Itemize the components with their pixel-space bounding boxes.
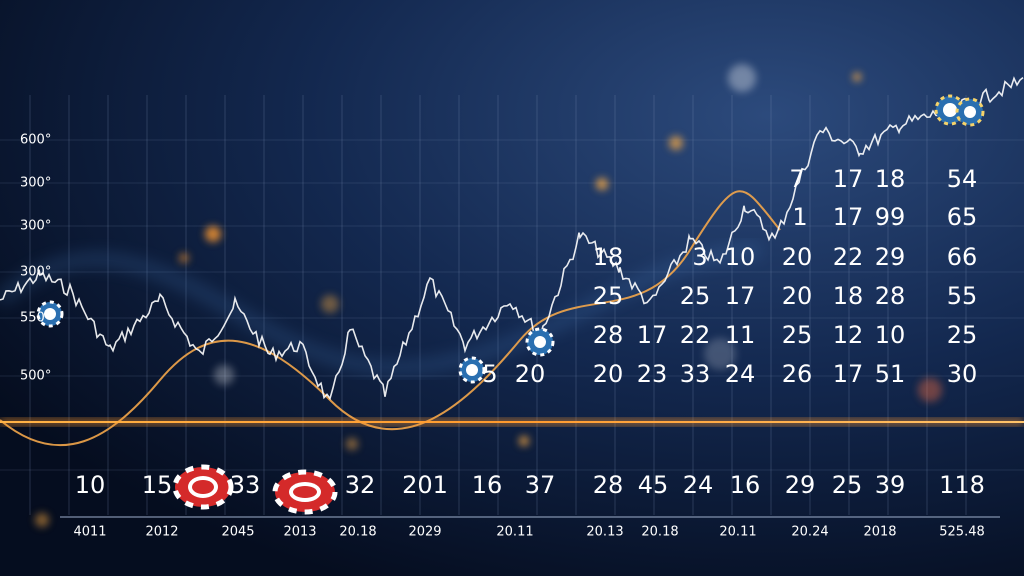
grid-number: 20: [515, 360, 546, 388]
bottom-number: 45: [638, 471, 669, 499]
grid-number: 99: [875, 203, 906, 231]
grid-number: 17: [637, 321, 668, 349]
grid-number: 25: [680, 282, 711, 310]
bottom-number: 28: [593, 471, 624, 499]
grid-number: 11: [725, 321, 756, 349]
grid-number: 25: [782, 321, 813, 349]
grid-number: 28: [593, 321, 624, 349]
grid-number: 22: [833, 243, 864, 271]
bottom-number: 16: [730, 471, 761, 499]
grid-number: 33: [680, 360, 711, 388]
x-axis-label: 525.48: [939, 525, 985, 540]
grid-number: 22: [680, 321, 711, 349]
bottom-number: 16: [472, 471, 503, 499]
x-axis-label: 20.18: [339, 525, 376, 540]
grid-number: 20: [593, 360, 624, 388]
y-axis-label: 300°: [20, 176, 51, 191]
bottom-number: 201: [402, 471, 448, 499]
bottom-number: 39: [875, 471, 906, 499]
grid-number: 10: [725, 243, 756, 271]
blue-wave: [0, 243, 761, 375]
grid-number: 10: [875, 321, 906, 349]
x-axis-label: 20.18: [641, 525, 678, 540]
grid-number: 3: [692, 243, 707, 271]
grid-number: 1: [792, 203, 807, 231]
grid-number: 26: [782, 360, 813, 388]
bottom-number: 33: [230, 471, 261, 499]
price-line: [0, 76, 1024, 401]
grid-number: 25: [593, 282, 624, 310]
grid-number: 20: [782, 282, 813, 310]
y-axis-label: 550°: [20, 311, 51, 326]
grid-number: 7: [789, 165, 804, 193]
bottom-number: 29: [785, 471, 816, 499]
grid-number: 55: [947, 282, 978, 310]
grid: [0, 95, 1024, 515]
labels: 600° 300° 300° 300° 550° 500° 7 17 18 54 1 17 99 65 18…: [20, 133, 985, 540]
x-axis-label: 4011: [73, 525, 106, 540]
grid-number: 30: [947, 360, 978, 388]
bottom-number: 15: [142, 471, 173, 499]
bottom-number: 32: [345, 471, 376, 499]
bottom-number: 25: [832, 471, 863, 499]
x-axis-label: 20.11: [719, 525, 756, 540]
grid-number: 23: [637, 360, 668, 388]
grid-number: 65: [947, 203, 978, 231]
grid-number: 18: [875, 165, 906, 193]
grid-number: 17: [725, 282, 756, 310]
grid-number: 20: [782, 243, 813, 271]
grid-number: 54: [947, 165, 978, 193]
x-axis-label: 2018: [863, 525, 896, 540]
y-axis-label: 300°: [20, 219, 51, 234]
grid-number: 24: [725, 360, 756, 388]
grid-number: 51: [875, 360, 906, 388]
grid-number: 5: [482, 360, 497, 388]
bottom-number: 37: [525, 471, 556, 499]
x-axis-label: 20.11: [496, 525, 533, 540]
grid-number: 17: [833, 360, 864, 388]
grid-number: 29: [875, 243, 906, 271]
x-axis-label: 2013: [283, 525, 316, 540]
bottom-number: 10: [75, 471, 106, 499]
glow-line: [0, 421, 1024, 423]
grid-number: 12: [833, 321, 864, 349]
x-axis-label: 2012: [145, 525, 178, 540]
x-axis-label: 2029: [408, 525, 441, 540]
grid-number: 17: [833, 165, 864, 193]
y-axis-label: 500°: [20, 369, 51, 384]
bottom-number: 24: [683, 471, 714, 499]
bottom-number: 118: [939, 471, 985, 499]
x-axis-label: 20.24: [791, 525, 828, 540]
y-axis-label: 600°: [20, 133, 51, 148]
grid-number: 18: [593, 243, 624, 271]
chips: [36, 94, 985, 515]
grid-number: 66: [947, 243, 978, 271]
x-axis-label: 20.13: [586, 525, 623, 540]
grid-number: 17: [833, 203, 864, 231]
bokeh: [35, 64, 942, 527]
y-axis-label: 300°: [20, 265, 51, 280]
grid-number: 25: [947, 321, 978, 349]
grid-number: 18: [833, 282, 864, 310]
grid-number: 28: [875, 282, 906, 310]
x-axis-label: 2045: [221, 525, 254, 540]
